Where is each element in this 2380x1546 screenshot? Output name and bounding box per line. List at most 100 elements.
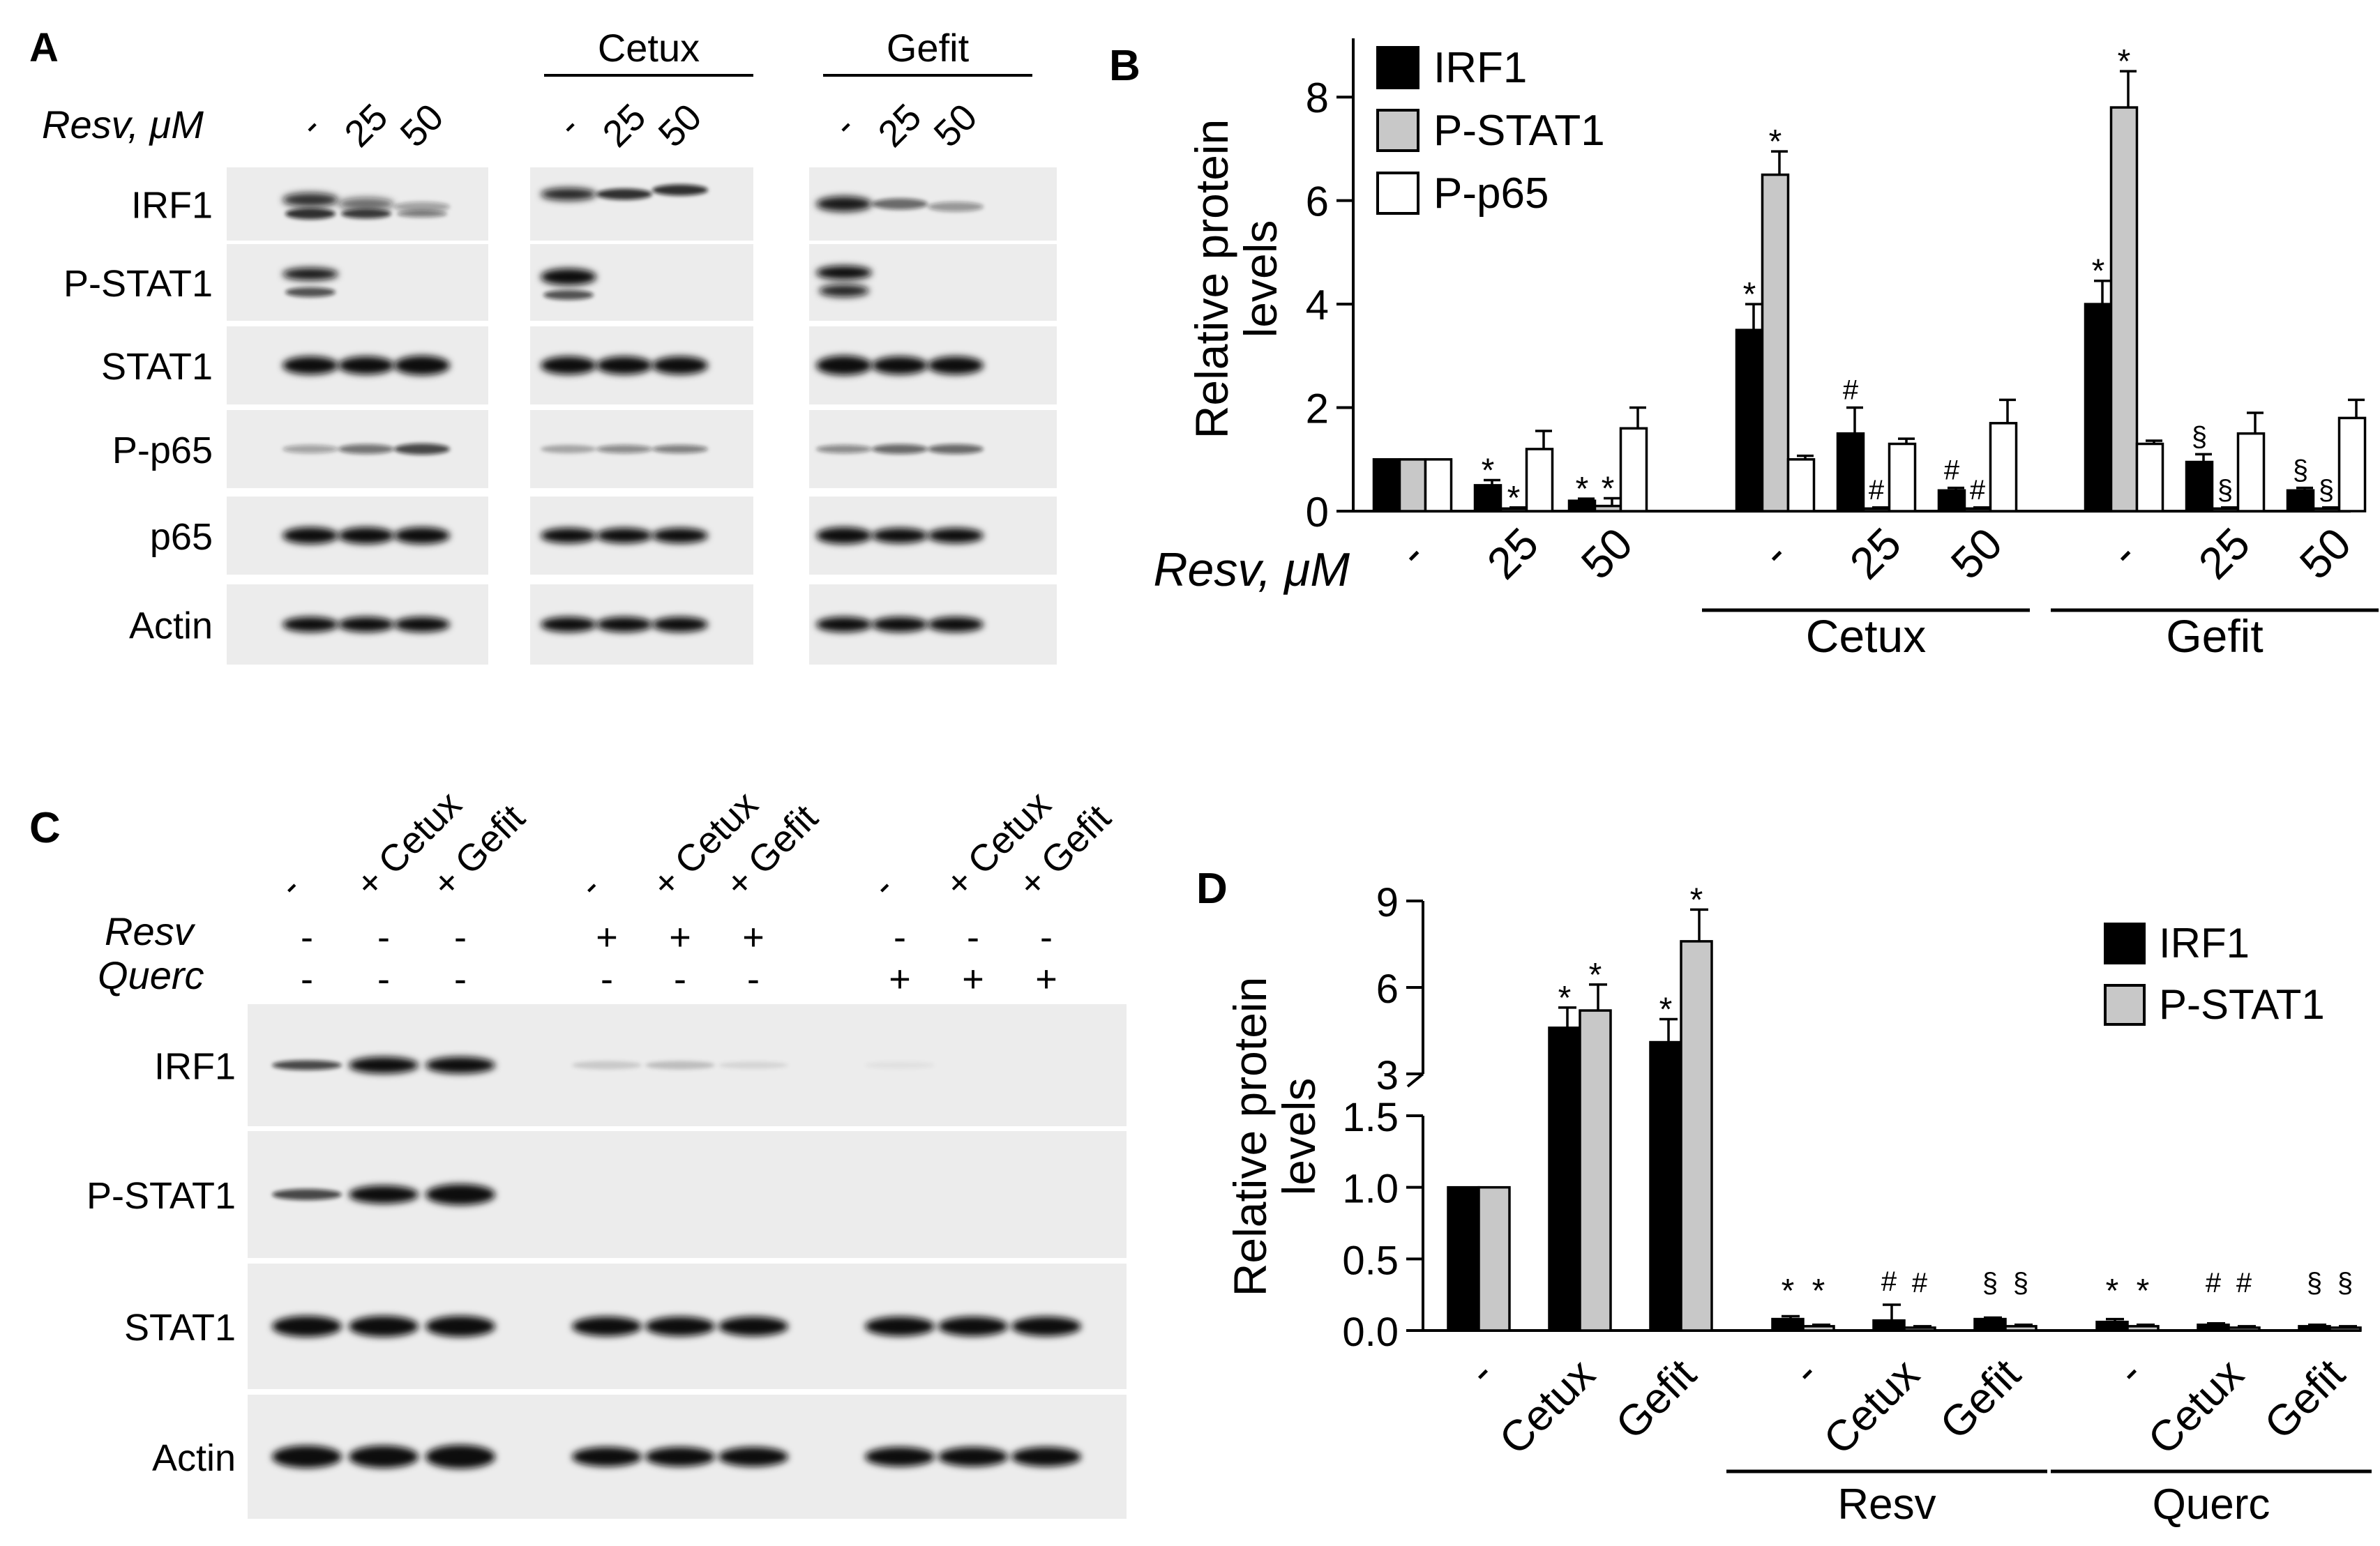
- protein-band: [816, 616, 872, 632]
- blot-row: [227, 167, 1057, 241]
- protein-band: [283, 192, 338, 207]
- bar-irf1: [1872, 1319, 1906, 1332]
- x-tick-label: -: [1459, 1350, 1503, 1394]
- resv-row-label: Resv: [105, 909, 196, 953]
- significance-mark: #: [2236, 1268, 2252, 1298]
- x-tick-label: Cetux: [1491, 1350, 1604, 1464]
- row-label: P-STAT1: [63, 263, 213, 305]
- bar-p-stat1: [2004, 1325, 2038, 1332]
- row-label: P-STAT1: [86, 1175, 236, 1217]
- significance-mark: §: [2293, 455, 2308, 486]
- protein-band: [865, 1061, 935, 1069]
- group-label: Cetux: [1806, 610, 1926, 662]
- bar-p-stat1: [2109, 106, 2139, 513]
- lane-label: 25: [595, 96, 654, 156]
- x-tick-label: Gefit: [1931, 1350, 2030, 1448]
- significance-mark: *: [1690, 881, 1703, 918]
- blot-membrane: [809, 244, 1057, 321]
- significance-mark: *: [1482, 452, 1495, 489]
- querc-sign: -: [301, 958, 313, 1000]
- x-tick-label: -: [1389, 531, 1435, 577]
- significance-mark: *: [1576, 471, 1589, 508]
- protein-band: [572, 1061, 642, 1070]
- protein-band: [718, 1061, 788, 1069]
- legend-swatch: [1376, 109, 1419, 152]
- bar-irf1: [2084, 303, 2113, 513]
- bar-p-p65: [1424, 458, 1453, 513]
- x-tick-label: 25: [1477, 518, 1548, 589]
- protein-band: [872, 528, 928, 543]
- panel-a-letter: A: [29, 25, 59, 70]
- significance-mark: *: [2118, 43, 2131, 80]
- protein-band: [596, 188, 652, 200]
- lane-label: 25: [871, 96, 930, 156]
- significance-mark: *: [1507, 480, 1521, 517]
- protein-band: [425, 1445, 495, 1469]
- legend-label: P-STAT1: [2159, 981, 2325, 1028]
- legend-label: IRF1: [2159, 920, 2250, 967]
- blot-rows: IRF1 P-STAT1 STAT1 P-p65 p65 Actin: [63, 167, 1057, 665]
- row-label: STAT1: [124, 1307, 236, 1349]
- panel-b-letter: B: [1109, 42, 1140, 90]
- significance-mark: §: [2217, 475, 2233, 506]
- protein-band: [349, 1185, 419, 1204]
- row-label: P-p65: [112, 430, 213, 471]
- significance-mark: *: [1589, 957, 1602, 994]
- bar-irf1: [1447, 1185, 1480, 1332]
- protein-band: [928, 202, 984, 212]
- gefit-group-label: Gefit: [887, 26, 970, 70]
- protein-band: [872, 356, 928, 374]
- bar-p-stat1: [1680, 940, 1713, 1332]
- querc-sign: -: [674, 958, 686, 1000]
- querc-sign: +: [1035, 958, 1057, 1000]
- protein-band: [872, 198, 928, 210]
- bar-p-stat1: [1398, 458, 1427, 513]
- bar-p-stat1: [1963, 507, 1992, 513]
- y-tick-label: 1.5: [1342, 1095, 1399, 1140]
- bar-irf1: [2298, 1325, 2331, 1332]
- bar-irf1: [1836, 432, 1865, 513]
- x-tick-label: -: [1752, 531, 1798, 577]
- y-tick-label: 3: [1376, 1053, 1399, 1098]
- protein-band: [541, 356, 596, 374]
- significance-mark: #: [1970, 475, 1986, 506]
- blot-row: [227, 584, 1057, 665]
- protein-band: [394, 444, 450, 455]
- bar-p-p65: [1888, 442, 1917, 513]
- bar-irf1: [1649, 1040, 1682, 1332]
- protein-band: [394, 527, 450, 544]
- protein-band: [338, 444, 394, 454]
- protein-band: [572, 1317, 642, 1336]
- x-tick-label: 25: [1840, 518, 1911, 589]
- protein-band: [1011, 1447, 1081, 1467]
- significance-mark: #: [1869, 475, 1885, 506]
- blot-row: [227, 326, 1057, 404]
- bar-p-p65: [1989, 422, 2018, 513]
- protein-band: [1011, 1317, 1081, 1336]
- x-tick-label: 50: [1572, 518, 1642, 589]
- protein-band: [283, 616, 338, 632]
- blot-row: [227, 410, 1057, 488]
- significance-mark: *: [1782, 1273, 1795, 1310]
- y-tick-label: 6: [1376, 967, 1399, 1012]
- resv-label: Resv, μM: [42, 103, 204, 146]
- y-tick-label: 0: [1306, 489, 1329, 536]
- protein-band: [928, 444, 984, 454]
- protein-band: [338, 356, 394, 374]
- x-tick-label: 50: [1941, 518, 2012, 589]
- blot-row: [227, 244, 1057, 321]
- querc-sign: -: [454, 958, 467, 1000]
- querc-sign: -: [747, 958, 760, 1000]
- group-label: Querc: [2153, 1480, 2270, 1529]
- y-tick-label: 0.0: [1342, 1310, 1399, 1355]
- panel-d-letter: D: [1196, 865, 1228, 913]
- resv-sign: +: [669, 916, 691, 958]
- querc-sign: +: [962, 958, 984, 1000]
- legend-label: P-p65: [1433, 169, 1549, 218]
- x-tick-label: Cetux: [1815, 1350, 1929, 1464]
- group-label: Resv: [1837, 1480, 1936, 1529]
